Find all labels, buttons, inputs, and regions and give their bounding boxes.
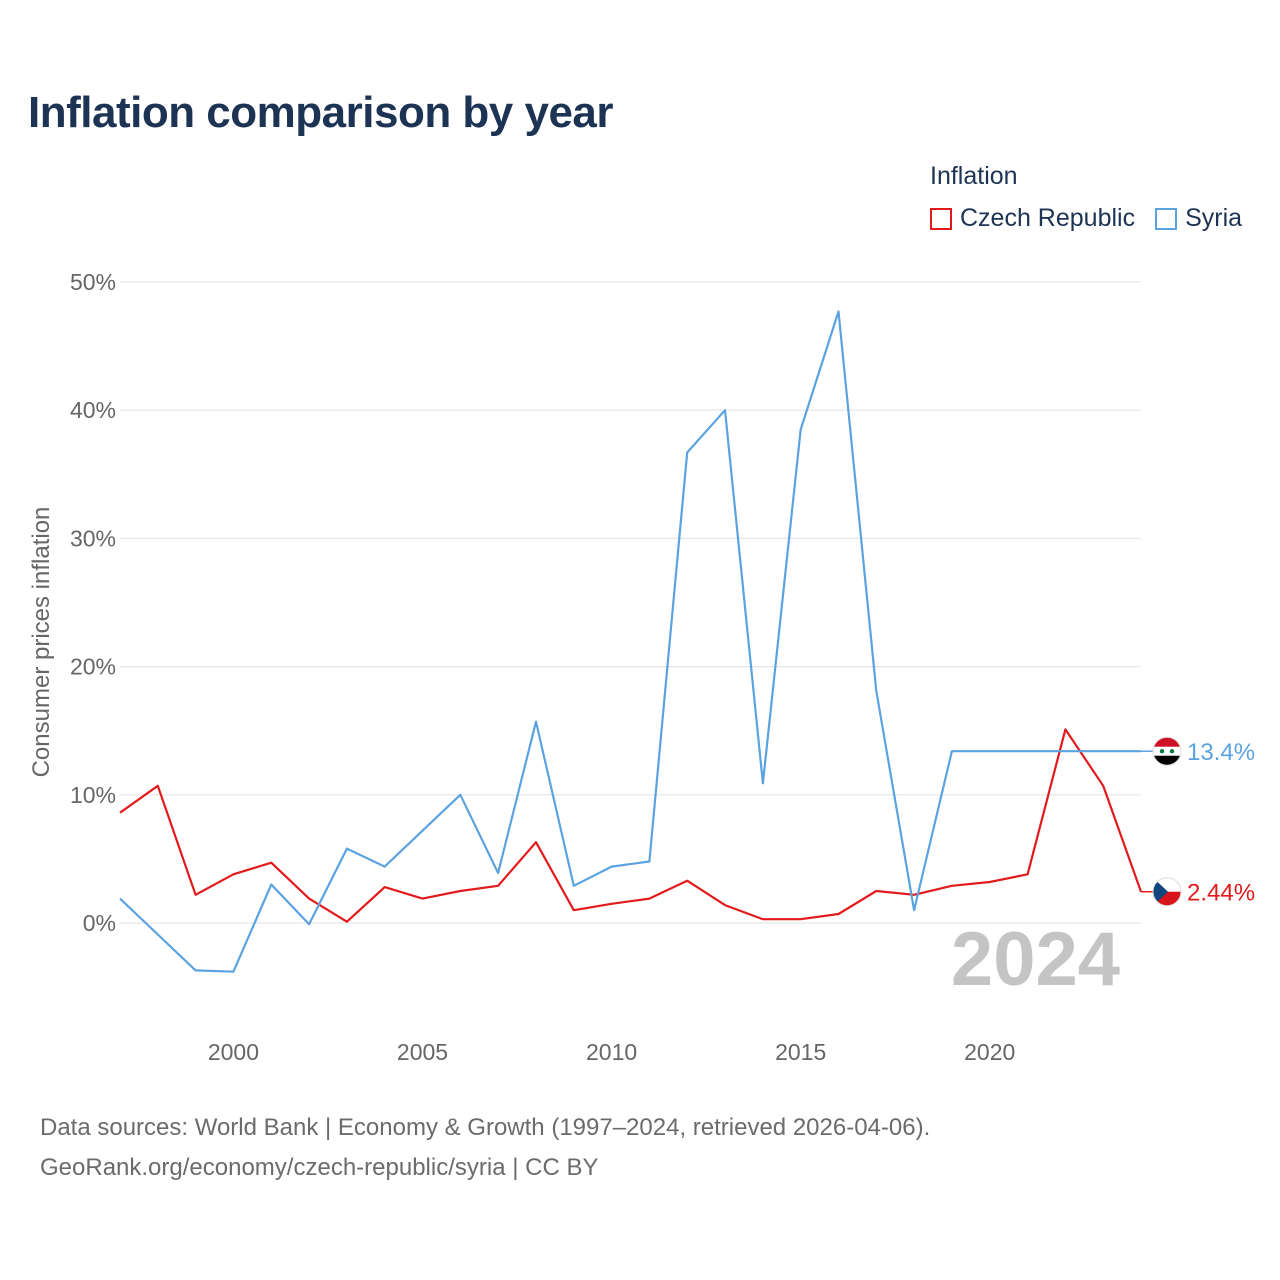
x-tick-label: 2005 <box>397 1039 448 1065</box>
y-tick-label: 40% <box>70 397 116 423</box>
y-tick-label: 10% <box>70 782 116 808</box>
legend-swatch-czech-republic <box>930 207 952 230</box>
legend-item-czech-republic[interactable]: Czech Republic <box>930 204 1135 233</box>
data-source-note: Data sources: World Bank | Economy & Gro… <box>40 1114 931 1141</box>
legend-swatch-syria <box>1155 207 1178 230</box>
series-line-czech-republic <box>119 728 1143 923</box>
x-tick-label: 2000 <box>208 1039 259 1065</box>
series-line-syria <box>119 310 1141 973</box>
year-watermark: 2024 <box>951 917 1120 1002</box>
y-tick-label: 50% <box>70 269 116 295</box>
legend-title: Inflation <box>930 162 1018 190</box>
y-tick-label: 0% <box>83 910 116 936</box>
chart-title: Inflation comparison by year <box>28 88 614 137</box>
legend: Czech Republic Syria <box>930 204 1242 233</box>
end-value-label-czech-republic: 2.44% <box>1187 880 1255 907</box>
source-url: GeoRank.org/economy/czech-republic/syria… <box>40 1154 599 1181</box>
x-tick-label: 2015 <box>775 1039 826 1065</box>
legend-label-czech-republic: Czech Republic <box>960 204 1136 232</box>
flag-syria-icon <box>1152 736 1182 766</box>
flag-czech-republic-icon <box>1152 877 1182 907</box>
legend-label-syria: Syria <box>1185 204 1243 232</box>
x-tick-label: 2010 <box>586 1039 637 1065</box>
x-tick-label: 2020 <box>964 1039 1015 1065</box>
end-value-label-syria: 13.4% <box>1187 739 1255 766</box>
legend-item-syria[interactable]: Syria <box>1155 204 1242 233</box>
y-tick-label: 20% <box>70 654 116 680</box>
footer: Data sources: World Bank | Economy & Gro… <box>40 1108 930 1188</box>
line-chart: 0% 10% 20% 30% 40% 50% 2000 2005 2010 2015 2020 202… <box>70 269 1255 1065</box>
y-tick-label: 30% <box>70 525 116 551</box>
